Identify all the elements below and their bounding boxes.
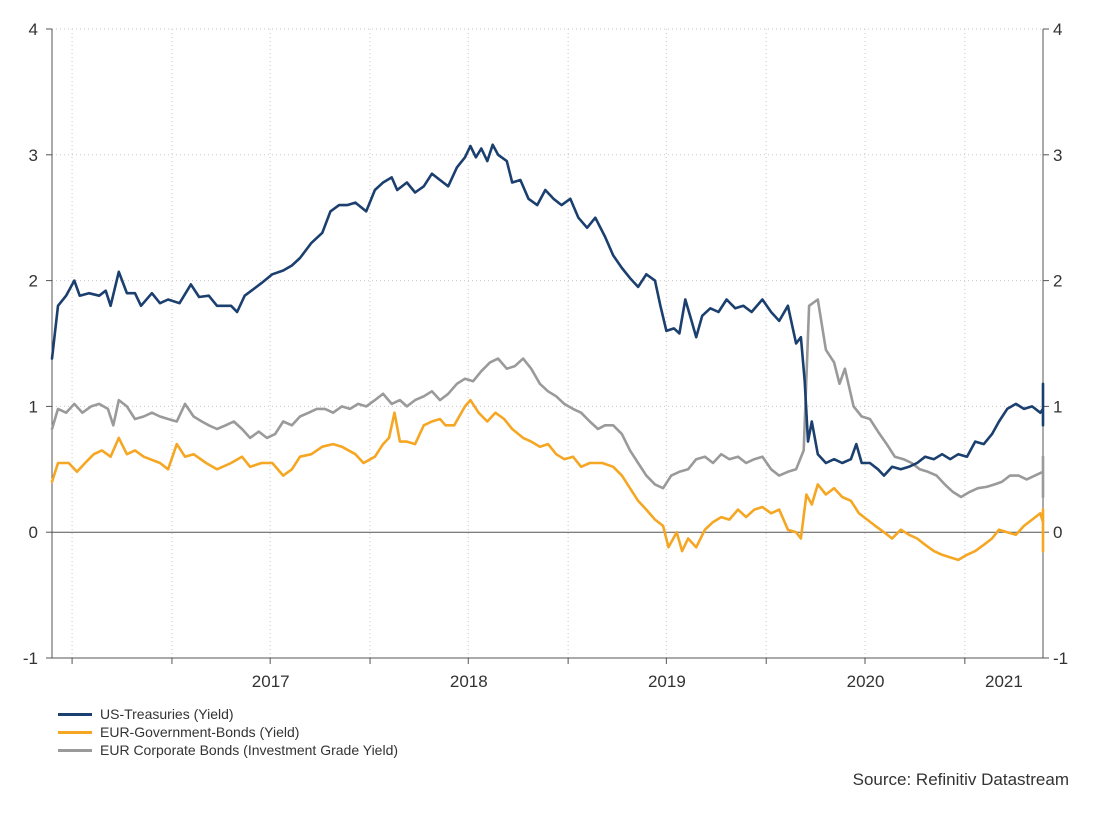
y-tick-label-right-3: 2 bbox=[1053, 272, 1062, 291]
y-tick-label-right-2: 1 bbox=[1053, 397, 1062, 416]
y-tick-label-right-1: 0 bbox=[1053, 523, 1062, 542]
y-tick-label-right-5: 4 bbox=[1053, 20, 1062, 39]
x-tick-label-2020: 2020 bbox=[847, 672, 885, 691]
tick-labels: -1 -1 0 0 1 1 2 2 3 3 4 4 2017 2018 2019 2020 2021 bbox=[23, 20, 1068, 691]
series-line-eur-corporate-bonds-investment-grade-yield bbox=[50, 298, 1045, 499]
y-tick-label-left-5: 4 bbox=[29, 20, 38, 39]
series-line-us-treasuries-yield bbox=[50, 143, 1045, 477]
y-tick-label-left-3: 2 bbox=[29, 272, 38, 291]
legend: US-Treasuries (Yield) EUR-Government-Bon… bbox=[58, 705, 398, 759]
x-tick-label-2021: 2021 bbox=[985, 672, 1023, 691]
series-line-eur-government-bonds-yield bbox=[50, 398, 1045, 562]
legend-label-us-treasuries: US-Treasuries (Yield) bbox=[100, 706, 234, 722]
source-note: Source: Refinitiv Datastream bbox=[852, 770, 1069, 789]
x-tick-label-2017: 2017 bbox=[252, 672, 290, 691]
y-tick-label-left-4: 3 bbox=[29, 146, 38, 165]
x-tick-label-2018: 2018 bbox=[450, 672, 488, 691]
series-lines bbox=[50, 143, 1045, 562]
axes bbox=[46, 28, 1049, 664]
legend-swatch-us-treasuries bbox=[58, 712, 92, 716]
legend-item-eur-government-bonds: EUR-Government-Bonds (Yield) bbox=[58, 723, 398, 741]
legend-swatch-eur-corporate-bonds bbox=[58, 748, 92, 752]
x-tick-label-2019: 2019 bbox=[648, 672, 686, 691]
y-tick-label-left-2: 1 bbox=[29, 397, 38, 416]
legend-swatch-eur-government-bonds bbox=[58, 730, 92, 734]
legend-label-eur-corporate-bonds: EUR Corporate Bonds (Investment Grade Yi… bbox=[100, 742, 399, 758]
y-tick-label-left-1: 0 bbox=[29, 523, 38, 542]
y-tick-label-right-0: -1 bbox=[1053, 649, 1068, 668]
legend-item-us-treasuries: US-Treasuries (Yield) bbox=[58, 705, 398, 723]
y-tick-label-left-0: -1 bbox=[23, 649, 38, 668]
legend-label-eur-government-bonds: EUR-Government-Bonds (Yield) bbox=[100, 724, 300, 740]
legend-item-eur-corporate-bonds: EUR Corporate Bonds (Investment Grade Yi… bbox=[58, 741, 398, 759]
y-tick-label-right-4: 3 bbox=[1053, 146, 1062, 165]
grid-lines bbox=[52, 28, 1043, 658]
